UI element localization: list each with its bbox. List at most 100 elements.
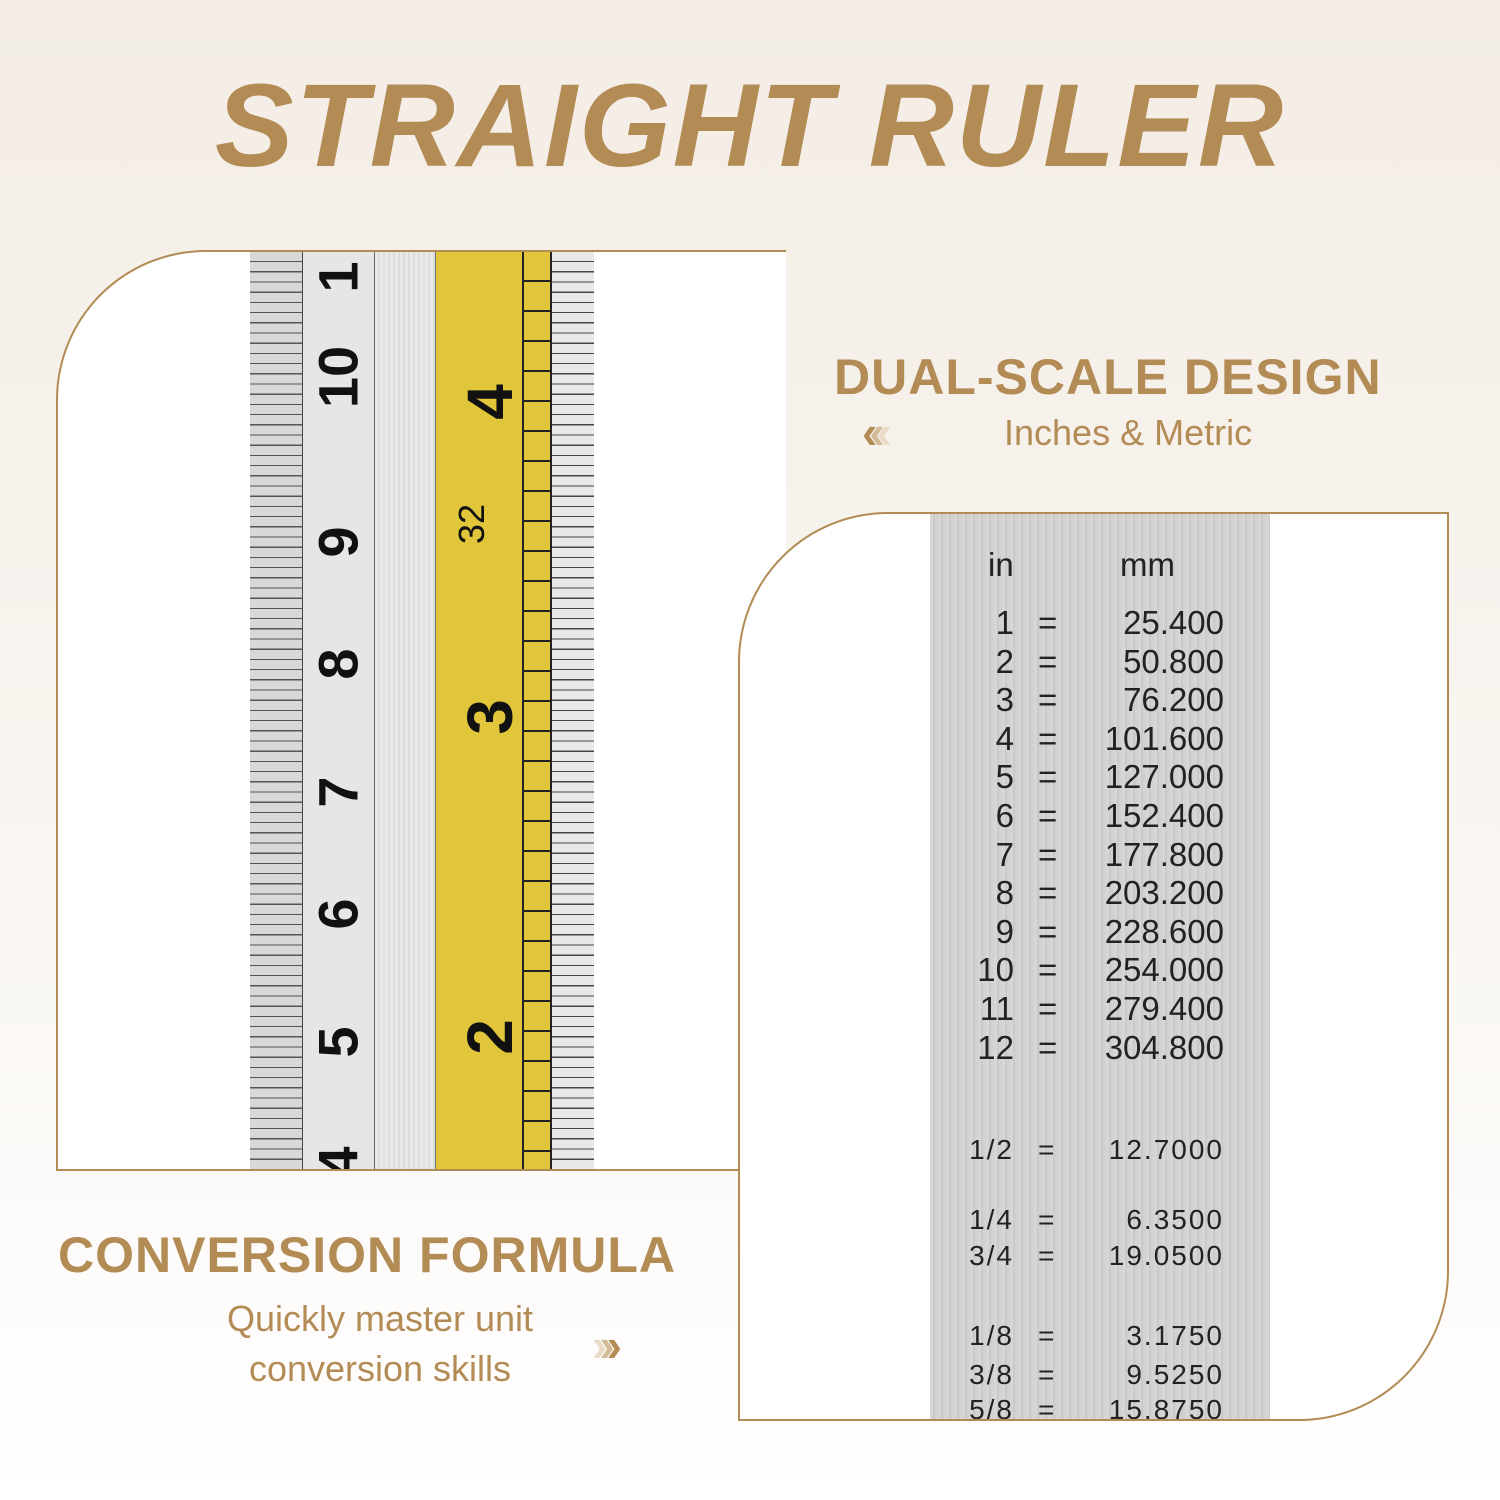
subtitle-line: Quickly master unit [226,1298,534,1339]
equals-sign: = [1038,604,1058,641]
mm-value: 304.800 [1104,1028,1224,1066]
inch-value: 1/4 [969,1204,1014,1235]
header-in: in [988,546,1014,583]
cm-label: 7 [306,776,370,808]
equals-sign: = [1038,1320,1057,1351]
inch-scale [435,252,522,1169]
chevrons-left-icon: ‹‹‹ [862,406,892,458]
inch-value: 1 [995,604,1014,641]
ruler-groove [375,252,435,1169]
equals-sign: = [1038,797,1058,834]
conversion-row: 12 = 304.800 [930,1029,1270,1067]
inch-value: 3 [995,681,1014,719]
inch-value: 11 [979,990,1014,1027]
mm-value: 9.5250 [1126,1359,1224,1390]
chevrons-right-icon: ››› [592,1319,622,1371]
mm-value: 101.600 [1104,719,1224,757]
equals-sign: = [1038,874,1058,912]
conversion-subtitle: Quickly master unit conversion skills [180,1294,580,1394]
mm-value: 228.600 [1104,912,1224,950]
conversion-row: 5/8 = 15.8750 [930,1394,1270,1421]
mm-value: 25.400 [1123,604,1224,641]
inch-value: 6 [995,797,1014,834]
mm-value: 6.3500 [1126,1204,1224,1235]
conversion-row: 3 = 76.200 [930,681,1270,719]
inch-value: 5/8 [969,1394,1014,1421]
mm-value: 254.000 [1104,951,1224,989]
mm-value: 3.1750 [1126,1320,1224,1351]
cm-label: 10 [306,345,370,409]
inch-value: 3/4 [969,1240,1014,1271]
inch-value: 8 [995,874,1014,912]
inch-value: 7 [995,835,1014,873]
fine-scale [522,252,552,1169]
mm-value: 15.8750 [1108,1394,1224,1421]
mm-value: 152.400 [1104,797,1224,834]
mm-value: 279.400 [1104,990,1224,1027]
ruler-photo-panel: 1 10 9 8 7 6 5 4 4 3 2 32 [56,250,786,1171]
inch-value: 3/8 [969,1359,1014,1390]
conversion-row: 7 = 177.800 [930,836,1270,874]
header-mm: mm [1120,546,1175,583]
equals-sign: = [1038,1028,1058,1066]
fine-label: 32 [451,503,492,545]
conversion-row: 2 = 50.800 [930,643,1270,681]
page-title: STRAIGHT RULER [214,60,1286,192]
mm-value: 50.800 [1123,642,1224,680]
cm-label: 1 [306,261,370,293]
cm-scale [302,252,375,1169]
conversion-row: 9 = 228.600 [930,913,1270,951]
equals-sign: = [1038,951,1058,989]
equals-sign: = [1038,1240,1057,1271]
inch-value: 10 [977,951,1014,989]
conversion-row: 8 = 203.200 [930,874,1270,912]
equals-sign: = [1038,758,1058,796]
inch-value: 4 [995,719,1014,757]
conversion-row: 11 = 279.400 [930,990,1270,1028]
mm-value: 127.000 [1104,758,1224,796]
equals-sign: = [1038,681,1058,719]
cm-label: 4 [306,1146,370,1171]
ruler-image: 1 10 9 8 7 6 5 4 4 3 2 32 [250,252,594,1171]
conversion-table: in mm 1 = 25.400 2 = 50.800 3 = 76.200 4 = 101.600 5… [930,514,1270,1419]
inch-value: 12 [977,1028,1014,1066]
conversion-row: 1/8 = 3.1750 [930,1320,1270,1358]
equals-sign: = [1038,1394,1057,1421]
cm-label: 8 [306,648,370,680]
inch-value: 1/8 [969,1320,1014,1351]
dual-scale-heading: DUAL-SCALE DESIGN [834,349,1382,405]
inch-label: 4 [454,384,526,420]
conversion-row: 3/4 = 19.0500 [930,1240,1270,1278]
equals-sign: = [1038,1359,1057,1390]
conversion-row: 1/4 = 6.3500 [930,1204,1270,1242]
equals-sign: = [1038,719,1058,757]
inch-label: 2 [454,1019,526,1055]
conversion-row: 10 = 254.000 [930,951,1270,989]
subtitle-line: conversion skills [248,1348,512,1389]
conversion-heading: CONVERSION FORMULA [58,1227,676,1283]
conversion-row: 4 = 101.600 [930,720,1270,758]
mm-value: 177.800 [1104,835,1224,873]
inch-value: 9 [995,912,1014,950]
mm-value: 76.200 [1123,681,1224,719]
equals-sign: = [1038,1134,1057,1165]
equals-sign: = [1038,1204,1057,1235]
cm-label: 5 [306,1026,370,1058]
conversion-row: 1 = 25.400 [930,604,1270,642]
edge-scale [552,252,594,1169]
mm-value: 19.0500 [1108,1240,1224,1271]
equals-sign: = [1038,912,1058,950]
conversion-table-panel: in mm 1 = 25.400 2 = 50.800 3 = 76.200 4 = 101.600 5… [738,512,1449,1421]
equals-sign: = [1038,642,1058,680]
inch-label: 3 [454,699,526,735]
conversion-row: 3/8 = 9.5250 [930,1359,1270,1397]
mm-scale [250,252,302,1169]
cm-label: 9 [306,526,370,558]
inch-value: 5 [995,758,1014,796]
inch-value: 2 [995,642,1014,680]
inch-value: 1/2 [969,1134,1014,1165]
cm-label: 6 [306,898,370,930]
conversion-row: 6 = 152.400 [930,797,1270,835]
mm-value: 12.7000 [1108,1134,1224,1165]
conversion-row: 5 = 127.000 [930,758,1270,796]
